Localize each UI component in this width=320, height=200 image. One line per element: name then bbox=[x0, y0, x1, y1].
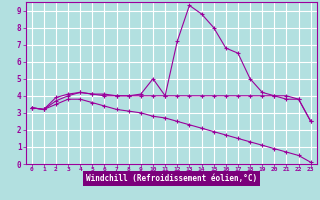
X-axis label: Windchill (Refroidissement éolien,°C): Windchill (Refroidissement éolien,°C) bbox=[86, 174, 257, 183]
